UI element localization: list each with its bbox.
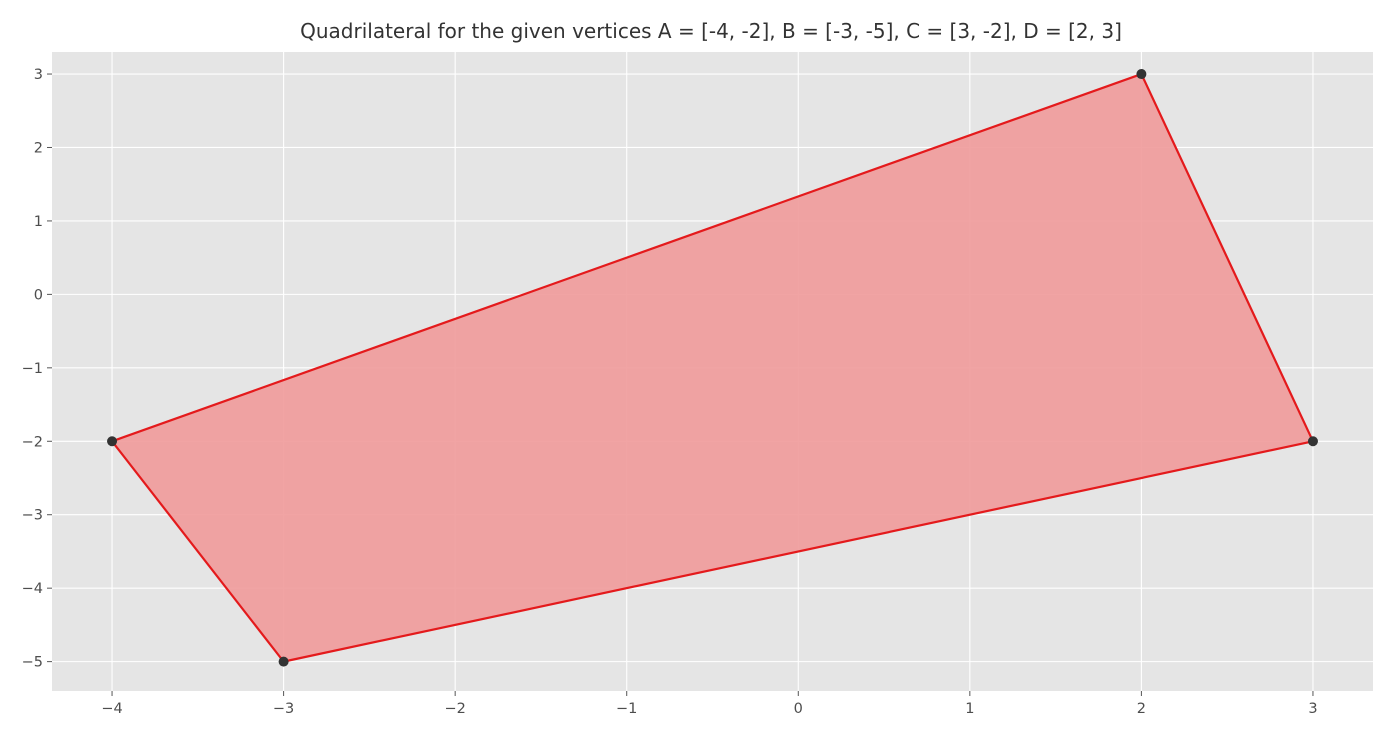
y-tick-label: −1: [22, 361, 43, 377]
x-tick-label: −1: [616, 701, 637, 717]
y-tick-label: 0: [34, 287, 43, 303]
x-tick-label: 1: [965, 701, 974, 717]
vertex-point: [278, 656, 289, 667]
x-tick-label: 2: [1137, 701, 1146, 717]
x-tick-label: 0: [794, 701, 803, 717]
vertex-point: [1307, 436, 1318, 447]
x-tick-label: −4: [101, 701, 122, 717]
chart-title: Quadrilateral for the given vertices A =…: [300, 19, 1122, 43]
y-tick-label: −3: [22, 508, 43, 524]
y-tick-label: −4: [22, 581, 43, 597]
vertex-point: [107, 436, 118, 447]
y-tick-label: 1: [34, 214, 43, 230]
x-tick-label: −2: [444, 701, 465, 717]
x-tick-label: −3: [273, 701, 294, 717]
vertex-point: [1136, 69, 1147, 80]
y-tick-label: 2: [34, 140, 43, 156]
x-axis: −4 −3 −2 −1 0 1 2 3: [101, 691, 1318, 717]
quadrilateral-fill: [112, 74, 1313, 662]
y-tick-label: −2: [22, 434, 43, 450]
vertex-points: [107, 69, 1318, 667]
y-tick-label: 3: [34, 67, 43, 83]
y-axis: −5 −4 −3 −2 −1 0 1 2 3: [22, 67, 52, 671]
y-tick-label: −5: [22, 655, 43, 671]
x-tick-label: 3: [1308, 701, 1317, 717]
